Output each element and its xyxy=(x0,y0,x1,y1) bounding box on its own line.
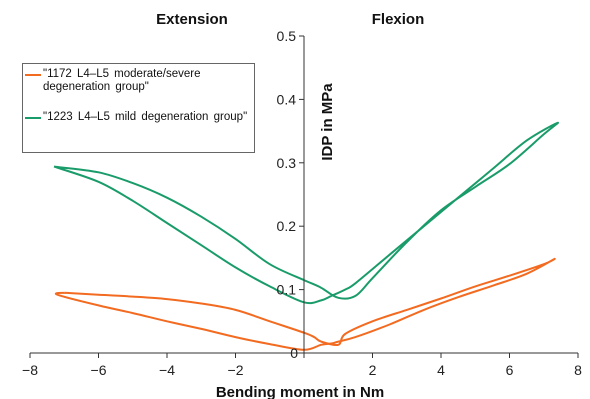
flexion-label: Flexion xyxy=(372,11,425,28)
legend-swatch-orange xyxy=(25,74,41,76)
x-axis-label: Bending moment in Nm xyxy=(216,384,384,399)
legend-swatch-green xyxy=(25,117,41,119)
series-line-moderate-severe xyxy=(54,257,556,351)
series-line-mild xyxy=(53,121,560,305)
legend: "1172 L4–L5 moderate/severe degeneration… xyxy=(22,63,255,153)
y-tick-label: 0.4 xyxy=(277,91,297,107)
x-tick-label: −6 xyxy=(91,362,107,378)
legend-item-moderate-severe: "1172 L4–L5 moderate/severe degeneration… xyxy=(25,68,252,94)
legend-label-moderate-severe: "1172 L4–L5 moderate/severe degeneration… xyxy=(43,68,201,93)
y-tick-label: 0.2 xyxy=(277,218,297,234)
legend-label-mild: "1223 L4–L5 mild degeneration group" xyxy=(43,111,248,123)
x-tick-label: 2 xyxy=(369,362,377,378)
extension-label: Extension xyxy=(156,11,228,28)
legend-item-mild: "1223 L4–L5 mild degeneration group" xyxy=(25,111,252,124)
y-tick-label: 0.1 xyxy=(277,282,297,298)
x-tick-label: −2 xyxy=(228,362,244,378)
x-tick-label: 4 xyxy=(437,362,445,378)
origin-label: 0 xyxy=(290,345,298,361)
x-tick-label: 6 xyxy=(506,362,514,378)
x-tick-label: 8 xyxy=(574,362,582,378)
x-tick-label: −8 xyxy=(22,362,38,378)
x-tick-label: −4 xyxy=(159,362,175,378)
y-tick-label: 0.3 xyxy=(277,155,297,171)
y-tick-label: 0.5 xyxy=(277,28,297,44)
y-axis-label: IDP in MPa xyxy=(319,83,336,161)
